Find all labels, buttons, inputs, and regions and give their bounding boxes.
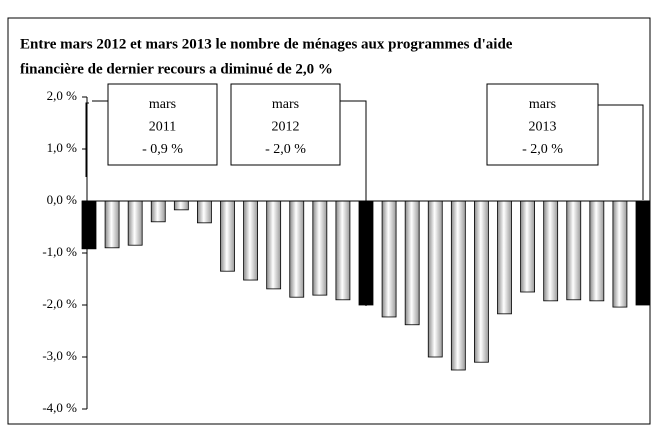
annotation-text: - 2,0 % — [265, 142, 306, 157]
y-tick-label: -3,0 % — [42, 348, 77, 363]
bar — [104, 200, 120, 249]
connector — [598, 104, 644, 200]
bar — [127, 200, 143, 246]
y-tick-label: 0,0 % — [47, 192, 78, 207]
annotation-text: 2013 — [529, 120, 557, 135]
bar — [497, 200, 512, 315]
bar — [81, 200, 97, 250]
annotation-text: 2012 — [272, 120, 300, 135]
chart-title: financière de dernier recours a diminué … — [20, 61, 333, 77]
annotation-text: mars — [272, 97, 299, 112]
bar — [566, 200, 582, 301]
bar — [404, 200, 420, 326]
annotation-box — [230, 83, 341, 166]
annotation-text: mars — [529, 97, 556, 112]
bar — [266, 200, 282, 290]
bar — [427, 200, 443, 358]
annotation-text: - 0,9 % — [142, 142, 183, 157]
bar — [474, 200, 489, 363]
bar — [520, 200, 535, 293]
y-tick-label: 1,0 % — [47, 140, 78, 155]
bar — [612, 200, 628, 308]
y-tick-label: -2,0 % — [42, 296, 77, 311]
y-tick-label: 2,0 % — [47, 88, 78, 103]
annotation-text: mars — [149, 97, 176, 112]
bar — [358, 200, 374, 306]
y-tick-label: -4,0 % — [42, 400, 77, 415]
bar — [335, 200, 351, 301]
bar — [197, 200, 212, 224]
connector — [85, 102, 89, 177]
annotation-box — [486, 83, 599, 166]
bar — [589, 200, 605, 302]
y-tick-label: -1,0 % — [42, 244, 77, 259]
annotation-box — [107, 83, 218, 166]
annotation-text: - 2,0 % — [522, 142, 563, 157]
annotation-text: 2011 — [149, 120, 176, 135]
bar — [150, 200, 166, 223]
bar — [173, 200, 189, 211]
bar — [312, 200, 328, 296]
bar — [635, 200, 651, 306]
bar — [450, 200, 466, 371]
bar — [289, 200, 305, 298]
bar — [381, 200, 397, 318]
bar — [243, 200, 258, 281]
bar — [220, 200, 235, 272]
bar — [543, 200, 559, 302]
chart-title: Entre mars 2012 et mars 2013 le nombre d… — [20, 36, 513, 52]
